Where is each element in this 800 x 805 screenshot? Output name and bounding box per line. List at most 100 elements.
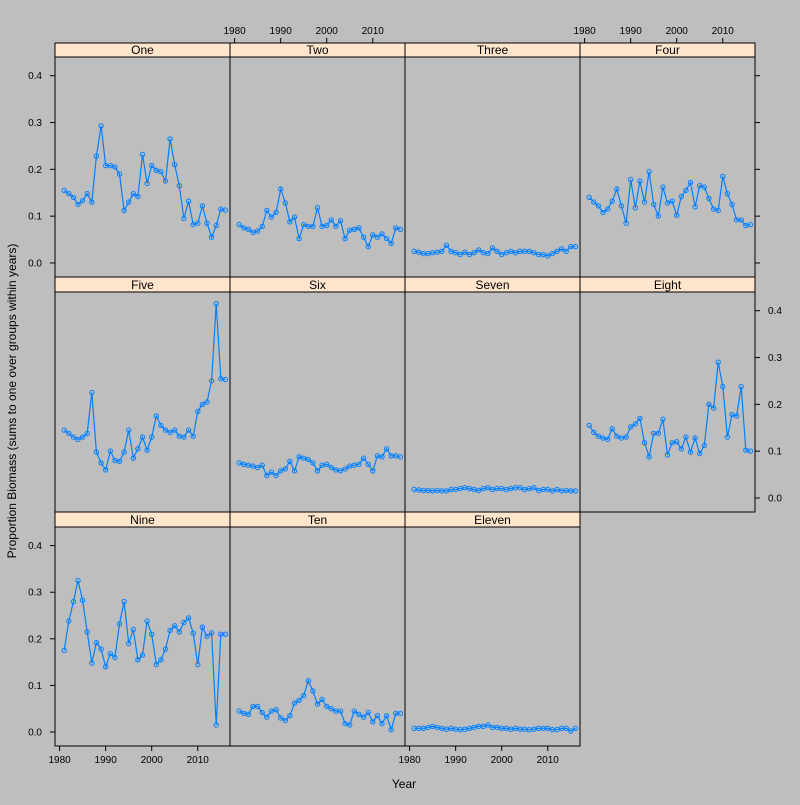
strip-label-one: One [131,43,154,57]
data-point-one [66,191,72,197]
data-point-seven [554,486,560,493]
data-point-two [250,229,256,236]
data-point-two [324,222,330,229]
data-point-ten [296,697,302,703]
data-point-four [641,199,648,205]
data-point-six [360,455,367,461]
x-tick-label: 1990 [270,26,293,37]
data-point-five [208,378,215,384]
data-point-nine [199,624,206,630]
x-tick-label: 2010 [362,26,385,37]
data-point-nine [144,618,150,624]
data-point-two [241,225,247,231]
data-point-four [678,193,684,200]
data-point-eight [664,452,671,458]
y-tick-label: 0.4 [28,541,42,552]
data-point-one [190,221,196,228]
data-point-six [268,469,275,475]
data-point-five [172,427,178,433]
data-point-six [259,462,265,468]
data-point-nine [93,639,100,646]
data-point-five [79,434,86,440]
data-point-ten [397,710,404,717]
data-point-one [222,207,229,213]
data-point-one [185,198,192,204]
data-point-ten [314,701,321,707]
data-point-ten [291,700,298,706]
data-point-two [259,223,265,230]
data-point-ten [319,696,325,703]
y-tick-label: 0.3 [28,118,42,129]
data-point-seven [485,485,491,491]
panel-four [579,56,756,278]
data-point-nine [75,577,81,584]
series-line-five [63,303,226,472]
y-tick-label: 0.1 [28,212,42,223]
data-point-one [144,180,150,187]
data-point-two [360,234,367,240]
data-point-six [342,466,348,472]
data-point-eleven [572,725,579,731]
data-point-one [149,162,155,169]
data-point-five [75,436,81,443]
data-point-four [651,201,657,208]
data-point-five [61,427,67,433]
data-point-five [89,389,95,396]
series-line-three [414,244,576,257]
data-point-four [600,209,606,216]
data-point-five [130,455,137,461]
data-point-five [149,434,155,440]
data-point-eight [697,450,703,457]
data-point-five [70,434,77,440]
series-line-four [588,171,751,227]
data-point-six [310,460,316,466]
data-point-four [604,206,611,212]
y-tick-label: 0.1 [768,447,782,458]
data-point-two [383,235,390,242]
data-point-four [637,178,643,184]
data-point-three [453,250,459,256]
data-point-ten [268,708,275,714]
series-line-one [63,125,226,239]
data-point-two [379,231,385,237]
x-tick-label: 2000 [491,755,514,766]
data-point-eight [623,434,629,440]
panel-two [229,56,406,278]
data-point-five [153,413,160,419]
panel-seven [404,291,581,513]
data-point-five [121,449,127,455]
data-point-ten [337,708,344,714]
data-point-four [655,213,661,219]
data-point-eight [591,429,597,436]
data-point-nine [126,640,132,647]
data-point-two [393,225,399,231]
strip-label-nine: Nine [130,513,155,527]
data-point-nine [107,651,114,657]
data-point-five [139,434,146,440]
x-tick-label: 2010 [537,755,560,766]
strip-label-five: Five [131,278,154,292]
data-point-four [687,179,694,186]
data-point-ten [254,703,261,710]
data-point-five [181,434,187,440]
data-point-six [291,468,298,474]
data-point-eight [674,439,680,445]
data-point-six [305,456,311,463]
data-point-six [273,472,279,479]
data-point-ten [259,709,265,716]
strip-label-two: Two [306,43,328,57]
y-tick-label: 0.4 [768,306,782,317]
data-point-five [190,433,196,439]
data-point-ten [388,727,394,733]
data-point-four [632,205,638,211]
data-point-one [213,222,219,229]
data-point-three [526,248,532,255]
data-point-one [199,203,206,209]
strip-label-six: Six [309,278,326,292]
data-point-nine [139,652,146,658]
data-point-three [503,250,509,256]
data-point-ten [374,713,381,719]
data-point-ten [328,706,334,712]
data-point-eight [641,440,648,446]
y-tick-label: 0.1 [28,681,42,692]
